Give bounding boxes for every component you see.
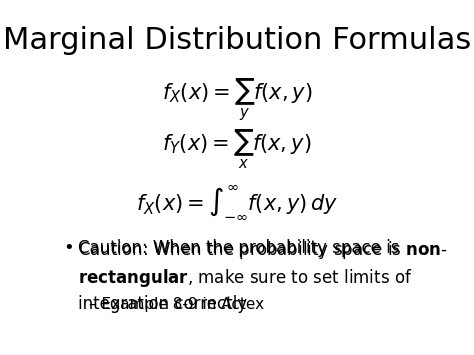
Text: integration correctly: integration correctly xyxy=(78,295,247,313)
Text: $f_X(x) = \int_{-\infty}^{\infty} f(x,y)\,dy$: $f_X(x) = \int_{-\infty}^{\infty} f(x,y)… xyxy=(136,183,338,221)
Text: Caution: When the probability space is: Caution: When the probability space is xyxy=(78,239,404,257)
Text: – Example 8-9 in Actex: – Example 8-9 in Actex xyxy=(89,297,264,312)
Text: Caution: When the probability space is $\mathbf{non}$-: Caution: When the probability space is $… xyxy=(78,239,447,261)
Text: Marginal Distribution Formulas: Marginal Distribution Formulas xyxy=(3,26,471,55)
Text: •: • xyxy=(63,239,73,257)
Text: $\mathbf{rectangular}$, make sure to set limits of: $\mathbf{rectangular}$, make sure to set… xyxy=(78,267,412,289)
Text: $f_X(x) = \sum_y f(x,y)$: $f_X(x) = \sum_y f(x,y)$ xyxy=(162,77,312,123)
Text: $f_Y(x) = \sum_x f(x,y)$: $f_Y(x) = \sum_x f(x,y)$ xyxy=(162,128,312,171)
